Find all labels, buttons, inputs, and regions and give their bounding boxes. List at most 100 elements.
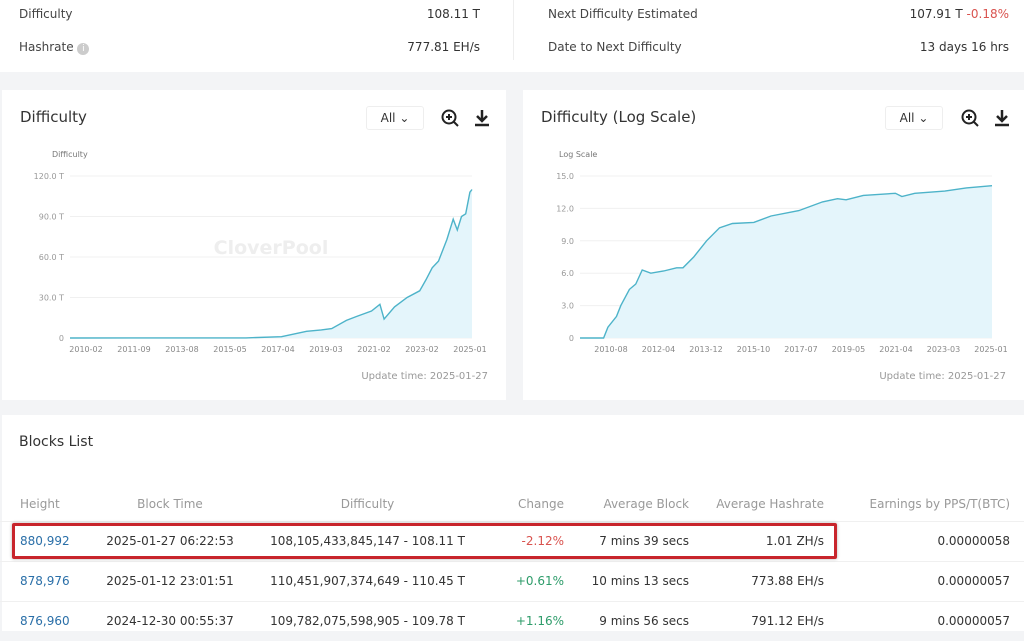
block-time: 2025-01-12 23:01:51 <box>95 560 245 601</box>
height-link[interactable]: 876,960 <box>0 600 95 641</box>
blocks-title: Blocks List <box>19 434 94 450</box>
x-tick-label: 2025-01 <box>453 345 486 354</box>
log-chart-card: Difficulty (Log Scale) All ⌄ Log Scale 0 3… <box>523 90 1024 400</box>
col-average-block: Average Block <box>603 496 689 511</box>
difficulty-chart-card: Difficulty All ⌄ Difficulty 0 30.0 T 60.0 T… <box>2 90 506 400</box>
watermark: CloverPool <box>214 237 329 259</box>
date-next-value: 13 days 16 hrs <box>919 40 1009 54</box>
date-next-label: Date to Next Difficulty <box>548 40 682 54</box>
blocks-table: Height Block Time Difficulty Change Aver… <box>0 487 1024 641</box>
chart-title: Difficulty (Log Scale) <box>541 108 697 126</box>
x-tick-label: 2025-01 <box>974 345 1007 354</box>
x-tick-label: 2017-07 <box>784 345 817 354</box>
table-row[interactable]: 880,992 2025-01-27 06:22:53 108,105,433,84… <box>0 520 1024 561</box>
x-tick-label: 2011-09 <box>117 345 150 354</box>
next-difficulty-value: 107.91 T -0.18% <box>910 7 1009 21</box>
average-block: 9 mins 56 secs <box>570 600 695 641</box>
table-header: Height Block Time Difficulty Change Aver… <box>0 487 1024 521</box>
change: -2.12% <box>490 520 570 561</box>
info-icon[interactable]: i <box>77 43 90 55</box>
chevron-down-icon: ⌄ <box>399 111 410 125</box>
col-change: Change <box>518 496 564 511</box>
download-icon[interactable] <box>472 108 492 128</box>
col-average-hashrate: Average Hashrate <box>716 496 824 511</box>
height-link[interactable]: 878,976 <box>0 560 95 601</box>
average-hashrate: 791.12 EH/s <box>695 600 830 641</box>
y-axis-label: Difficulty <box>52 150 88 159</box>
change: +1.16% <box>490 600 570 641</box>
x-tick-label: 2010-08 <box>594 345 627 354</box>
range-value: All <box>380 111 396 125</box>
area-fill <box>70 189 472 338</box>
series-line <box>69 189 473 339</box>
block-time: 2024-12-30 00:55:37 <box>95 600 245 641</box>
next-difficulty-label: Next Difficulty Estimated <box>548 7 698 21</box>
area-fill <box>580 185 992 338</box>
divider <box>513 0 514 60</box>
x-tick-label: 2015-10 <box>737 345 770 354</box>
range-select[interactable]: All ⌄ <box>366 106 424 130</box>
y-tick-label: 0 <box>59 334 64 343</box>
difficulty: 109,782,075,598,905 - 109.78 T <box>245 600 490 641</box>
difficulty: 110,451,907,374,649 - 110.45 T <box>245 560 490 601</box>
hashrate-label: Hashrate i <box>19 40 90 55</box>
average-hashrate: 1.01 ZH/s <box>695 520 830 561</box>
x-tick-label: 2021-04 <box>879 345 912 354</box>
highlight-box <box>12 523 837 559</box>
y-tick-label: 120.0 T <box>34 172 64 181</box>
hashrate-value: 777.81 EH/s <box>407 40 480 54</box>
col-block-time: Block Time <box>137 496 203 511</box>
x-tick-label: 2013-08 <box>165 345 198 354</box>
y-tick-label: 9.0 <box>561 237 574 246</box>
change: +0.61% <box>490 560 570 601</box>
log-scale-chart: Log Scale03.06.09.012.015.0CloverPool201… <box>556 150 1008 354</box>
earnings: 0.00000058 <box>830 520 1024 561</box>
y-tick-label: 6.0 <box>561 269 574 278</box>
y-tick-label: 60.0 T <box>39 253 64 262</box>
y-tick-label: 3.0 <box>561 302 574 311</box>
x-tick-label: 2019-05 <box>832 345 865 354</box>
y-tick-label: 0 <box>569 334 574 343</box>
zoom-in-icon[interactable] <box>440 108 460 128</box>
col-height: Height <box>20 496 60 511</box>
x-tick-label: 2012-04 <box>642 345 675 354</box>
x-tick-label: 2017-04 <box>261 345 294 354</box>
series-line <box>580 185 993 339</box>
range-value: All <box>899 111 915 125</box>
x-tick-label: 2021-02 <box>357 345 390 354</box>
difficulty-label: Difficulty <box>19 7 73 21</box>
height-link[interactable]: 880,992 <box>0 520 95 561</box>
col-difficulty: Difficulty <box>340 496 395 511</box>
chevron-down-icon: ⌄ <box>918 111 929 125</box>
average-block: 7 mins 39 secs <box>570 520 695 561</box>
x-tick-label: 2013-12 <box>689 345 722 354</box>
download-icon[interactable] <box>992 108 1012 128</box>
x-tick-label: 2019-03 <box>309 345 342 354</box>
x-tick-label: 2023-03 <box>927 345 960 354</box>
next-value: 107.91 T <box>909 7 963 21</box>
y-tick-label: 90.0 T <box>39 213 64 222</box>
hashrate-label-text: Hashrate <box>19 40 74 54</box>
earnings: 0.00000057 <box>830 600 1024 641</box>
next-change: -0.18% <box>966 7 1009 21</box>
table-row[interactable]: 878,976 2025-01-12 23:01:51 110,451,907,37… <box>0 560 1024 601</box>
difficulty: 108,105,433,845,147 - 108.11 T <box>245 520 490 561</box>
difficulty-chart: Difficulty 0 30.0 T 60.0 T 90.0 T 120.0 T Clov… <box>34 150 487 354</box>
zoom-in-icon[interactable] <box>960 108 980 128</box>
x-tick-label: 2015-05 <box>213 345 246 354</box>
col-earnings: Earnings by PPS/T(BTC) <box>869 496 1010 511</box>
y-tick-label: 30.0 T <box>39 294 64 303</box>
y-axis-label: Log Scale <box>559 150 597 159</box>
y-tick-label: 12.0 <box>556 204 574 213</box>
update-time: Update time: 2025-01-27 <box>879 371 1006 382</box>
average-block: 10 mins 13 secs <box>570 560 695 601</box>
chart-title: Difficulty <box>20 108 87 126</box>
y-tick-label: 15.0 <box>556 172 574 181</box>
stats-card: Difficulty 108.11 T Hashrate i 777.81 EH… <box>0 0 1024 72</box>
update-time: Update time: 2025-01-27 <box>361 371 488 382</box>
average-hashrate: 773.88 EH/s <box>695 560 830 601</box>
earnings: 0.00000057 <box>830 560 1024 601</box>
range-select[interactable]: All ⌄ <box>885 106 943 130</box>
table-row[interactable]: 876,960 2024-12-30 00:55:37 109,782,075,59… <box>0 600 1024 641</box>
difficulty-value: 108.11 T <box>426 7 480 21</box>
